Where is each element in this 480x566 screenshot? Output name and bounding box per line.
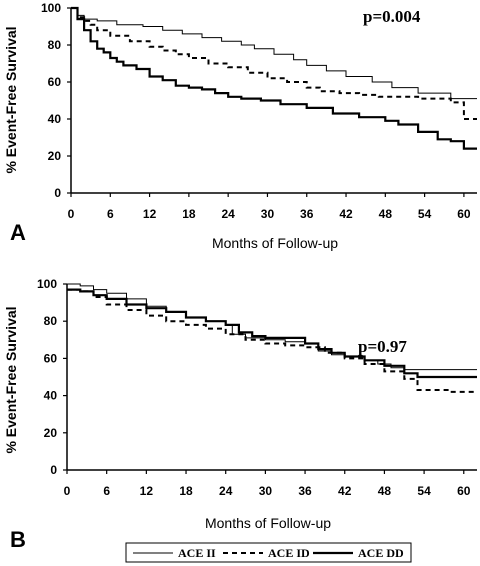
y-tick-label: 60: [48, 75, 62, 89]
x-tick-label: 54: [417, 484, 431, 498]
x-tick-label: 24: [221, 207, 235, 221]
x-tick-label: 6: [103, 484, 110, 498]
x-tick-label: 36: [300, 207, 314, 221]
y-tick-label: 80: [44, 314, 58, 328]
series-line-ace-dd: [67, 288, 477, 379]
x-tick-label: 48: [378, 484, 392, 498]
x-tick-label: 18: [179, 484, 193, 498]
y-tick-label: 100: [41, 1, 61, 15]
x-tick-label: 54: [418, 207, 432, 221]
legend-label: ACE II: [178, 546, 216, 560]
y-tick-label: 0: [50, 463, 57, 477]
x-tick-label: 30: [259, 484, 273, 498]
x-tick-label: 0: [68, 207, 75, 221]
y-tick-label: 100: [37, 277, 57, 291]
x-tick-label: 42: [338, 484, 352, 498]
x-tick-label: 30: [261, 207, 275, 221]
series-line-ace-id: [71, 7, 477, 120]
y-axis-label: % Event-Free Survival: [3, 26, 19, 173]
y-tick-label: 40: [44, 389, 58, 403]
series-line-ace-ii: [71, 7, 477, 100]
y-axis-label: % Event-Free Survival: [3, 306, 19, 453]
x-tick-label: 6: [107, 207, 114, 221]
p-value-annotation: p=0.004: [363, 7, 421, 26]
panel-a: 0 20 40 60 80 100 0 6 12 18 24 30 36 42 48 54 60 % Event-…: [3, 1, 477, 251]
x-tick-label: 18: [182, 207, 196, 221]
y-tick-label: 60: [44, 351, 58, 365]
y-tick-label: 80: [48, 38, 62, 52]
y-tick-label: 20: [44, 426, 58, 440]
y-tick-label: 40: [48, 112, 62, 126]
panel-letter: B: [10, 527, 26, 552]
series-line-ace-dd: [71, 6, 477, 150]
p-value-annotation: p=0.97: [358, 337, 407, 356]
panel-b: 0 20 40 60 80 100 0 6 12 18 24 30 36 42 48 54 60 % Event-…: [3, 277, 477, 552]
legend: ACE II ACE ID ACE DD: [125, 542, 412, 563]
x-tick-label: 42: [339, 207, 353, 221]
legend-label: ACE ID: [268, 546, 310, 560]
x-tick-label: 12: [140, 484, 154, 498]
legend-box: [125, 542, 412, 563]
x-axis-label: Months of Follow-up: [205, 515, 331, 531]
y-tick-label: 0: [54, 186, 61, 200]
x-tick-label: 60: [457, 207, 471, 221]
x-tick-label: 36: [298, 484, 312, 498]
x-tick-label: 12: [143, 207, 157, 221]
x-tick-label: 0: [64, 484, 71, 498]
y-tick-label: 20: [48, 149, 62, 163]
x-tick-label: 60: [457, 484, 471, 498]
x-axis-label: Months of Follow-up: [212, 235, 338, 251]
panel-letter: A: [10, 220, 26, 245]
series-line-ace-ii: [67, 283, 477, 371]
x-tick-label: 24: [219, 484, 233, 498]
legend-label: ACE DD: [358, 546, 404, 560]
x-tick-label: 48: [379, 207, 393, 221]
